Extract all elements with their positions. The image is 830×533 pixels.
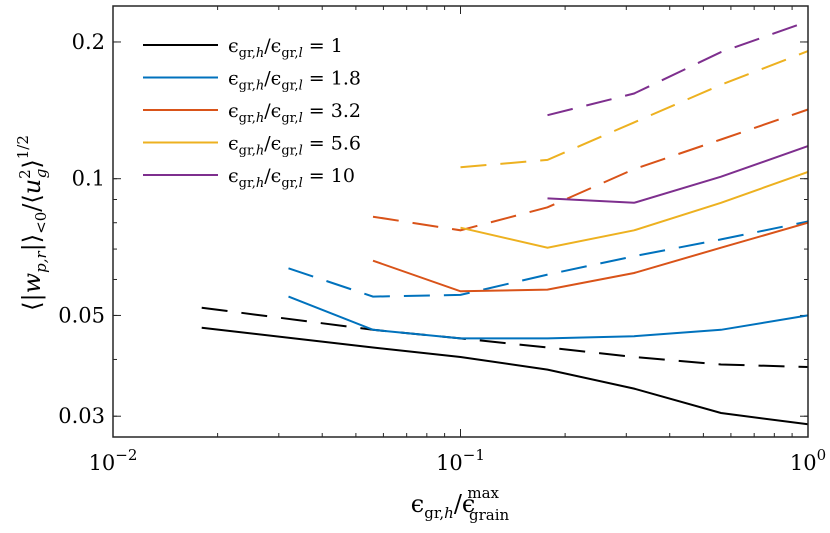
series-line: [460, 50, 809, 169]
y-tick-label: 0.03: [58, 404, 105, 428]
series-line: [460, 170, 809, 249]
legend: ϵgr,h/ϵgr,l = 1 ϵgr,h/ϵgr,l = 1.8 ϵgr,h/ϵg…: [143, 35, 361, 191]
svg-text:⟨|wp,r|⟩<0/⟨u2g⟩1/2: ⟨|wp,r|⟩<0/⟨u2g⟩1/2: [14, 135, 50, 311]
x-tick-label: 10−2: [89, 446, 138, 475]
x-tick-label: 10−1: [436, 446, 485, 475]
y-tick-label: 0.05: [58, 303, 105, 327]
legend-label: ϵgr,h/ϵgr,l = 5.6: [228, 133, 361, 159]
series-line: [547, 145, 809, 204]
series-line: [547, 20, 809, 117]
series-line: [372, 221, 809, 293]
y-tick-label: 0.1: [72, 167, 105, 191]
series-group: [201, 20, 809, 426]
legend-label: ϵgr,h/ϵgr,l = 1: [228, 35, 343, 61]
y-axis-label: ⟨|wp,r|⟩<0/⟨u2g⟩1/2: [14, 135, 50, 311]
series-line: [201, 326, 809, 426]
x-tick-label: 100: [790, 446, 826, 475]
y-tick-label: 0.2: [72, 30, 105, 54]
legend-label: ϵgr,h/ϵgr,l = 3.2: [228, 100, 361, 126]
series-line: [372, 108, 809, 232]
legend-label: ϵgr,h/ϵgr,l = 1.8: [228, 68, 361, 94]
legend-label: ϵgr,h/ϵgr,l = 10: [228, 165, 355, 191]
axis-ticks: 10−2 10−1 100 0.03 0.05 0.1 0.2: [58, 6, 826, 475]
plot-frame: [112, 5, 809, 438]
series-line: [288, 295, 809, 340]
series-line: [288, 220, 809, 298]
